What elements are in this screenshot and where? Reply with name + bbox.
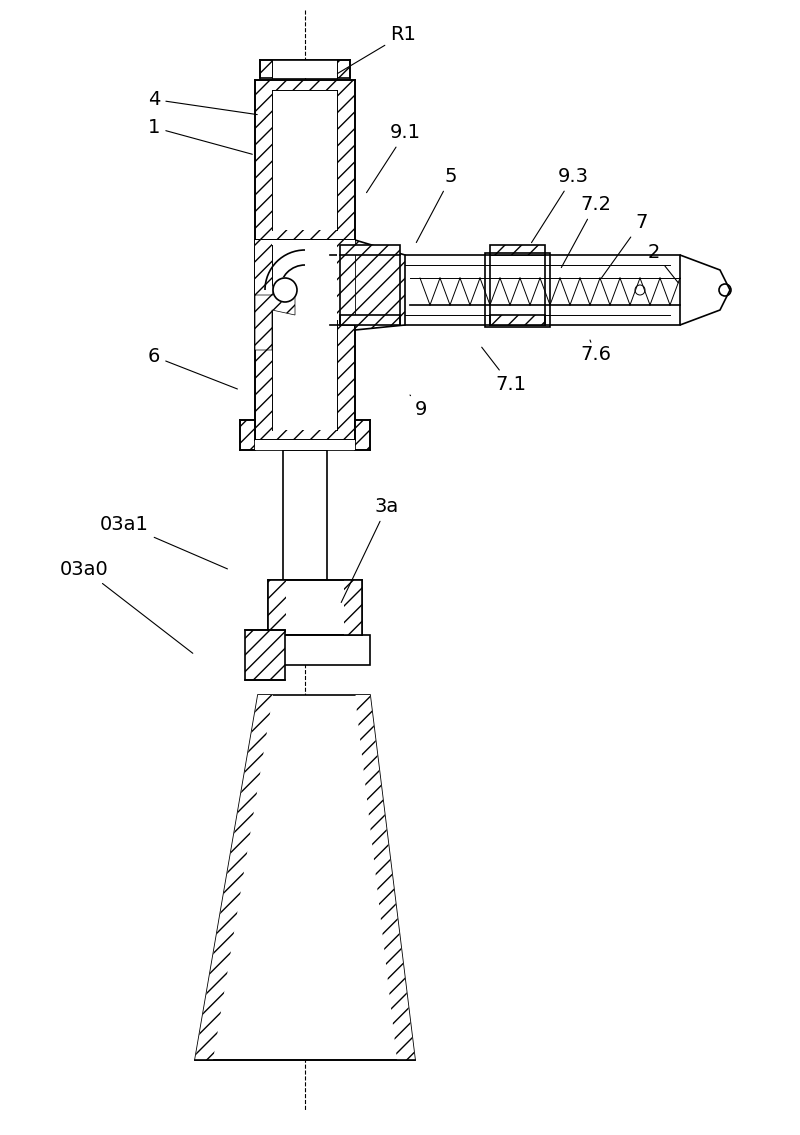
Text: 3a: 3a bbox=[341, 497, 399, 603]
Polygon shape bbox=[355, 695, 415, 1060]
Bar bbox=[272, 90, 337, 230]
Bar bbox=[485, 253, 550, 327]
Bar bbox=[355, 420, 370, 449]
Bar bbox=[340, 245, 400, 255]
Bar bbox=[490, 245, 545, 255]
Text: 03a1: 03a1 bbox=[100, 515, 227, 569]
Bar bbox=[255, 79, 355, 239]
Polygon shape bbox=[680, 255, 730, 325]
Bar bbox=[245, 630, 285, 680]
Text: 6: 6 bbox=[148, 347, 238, 389]
Bar bbox=[490, 316, 545, 325]
Bar bbox=[260, 60, 350, 78]
Text: 7.1: 7.1 bbox=[482, 347, 526, 394]
Text: 9.3: 9.3 bbox=[531, 167, 589, 243]
Text: 4: 4 bbox=[148, 90, 258, 115]
Bar bbox=[268, 580, 362, 634]
Polygon shape bbox=[255, 295, 295, 350]
Polygon shape bbox=[195, 695, 415, 1060]
Bar bbox=[283, 449, 327, 580]
Bar bbox=[344, 580, 362, 634]
Text: R1: R1 bbox=[338, 25, 416, 74]
Circle shape bbox=[273, 278, 297, 302]
Bar bbox=[240, 420, 255, 449]
Bar bbox=[272, 239, 337, 430]
Text: 7: 7 bbox=[602, 213, 647, 278]
Bar bbox=[272, 60, 337, 78]
Bar bbox=[255, 239, 355, 440]
Bar bbox=[268, 580, 286, 634]
Text: 2: 2 bbox=[648, 243, 678, 283]
Text: 1: 1 bbox=[148, 118, 252, 154]
Text: 9: 9 bbox=[410, 395, 427, 419]
Polygon shape bbox=[355, 239, 405, 330]
Polygon shape bbox=[255, 239, 272, 320]
Text: 7.2: 7.2 bbox=[562, 195, 611, 268]
Polygon shape bbox=[337, 239, 355, 320]
Bar bbox=[250, 634, 270, 665]
Text: 7.6: 7.6 bbox=[580, 340, 611, 364]
Bar bbox=[340, 316, 400, 325]
Polygon shape bbox=[195, 695, 273, 1060]
Bar bbox=[250, 634, 370, 665]
Text: 5: 5 bbox=[416, 167, 458, 243]
Text: 9.1: 9.1 bbox=[366, 123, 421, 193]
Text: 03a0: 03a0 bbox=[60, 560, 193, 654]
Bar bbox=[255, 440, 355, 449]
